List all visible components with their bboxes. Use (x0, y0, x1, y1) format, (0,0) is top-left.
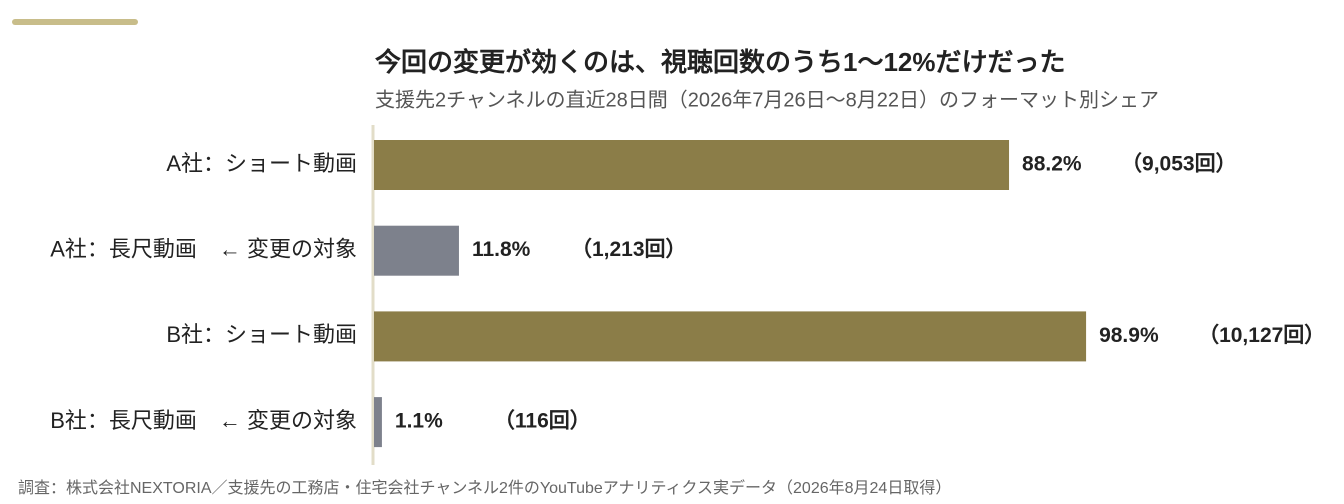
chart-title: 今回の変更が効くのは、視聴回数のうち1〜12%だけだった (375, 47, 1066, 77)
category-label: B社：長尺動画 ← 変更の対象 (50, 408, 357, 433)
count-label: （9,053回） (1121, 152, 1237, 176)
value-label: 1.1% (395, 410, 443, 433)
accent-bar (12, 19, 138, 25)
value-label: 98.9% (1099, 324, 1159, 347)
category-label: A社：ショート動画 (166, 151, 357, 176)
source-note: 調査：株式会社NEXTORIA／支援先の工務店・住宅会社チャンネル2件のYouT… (18, 478, 951, 497)
value-label: 88.2% (1022, 153, 1082, 176)
chart-subtitle: 支援先2チャンネルの直近28日間（2026年7月26日〜8月22日）のフォーマッ… (375, 88, 1159, 111)
count-label: （1,213回） (571, 237, 687, 261)
value-label: 11.8% (472, 238, 531, 261)
count-label: （116回） (494, 409, 591, 433)
category-label: B社：ショート動画 (166, 322, 357, 347)
bar (374, 397, 382, 448)
bar (374, 225, 459, 276)
bar (374, 311, 1087, 362)
count-label: （10,127回） (1198, 323, 1325, 347)
bar (374, 140, 1010, 190)
category-label: A社：長尺動画 ← 変更の対象 (50, 237, 357, 262)
